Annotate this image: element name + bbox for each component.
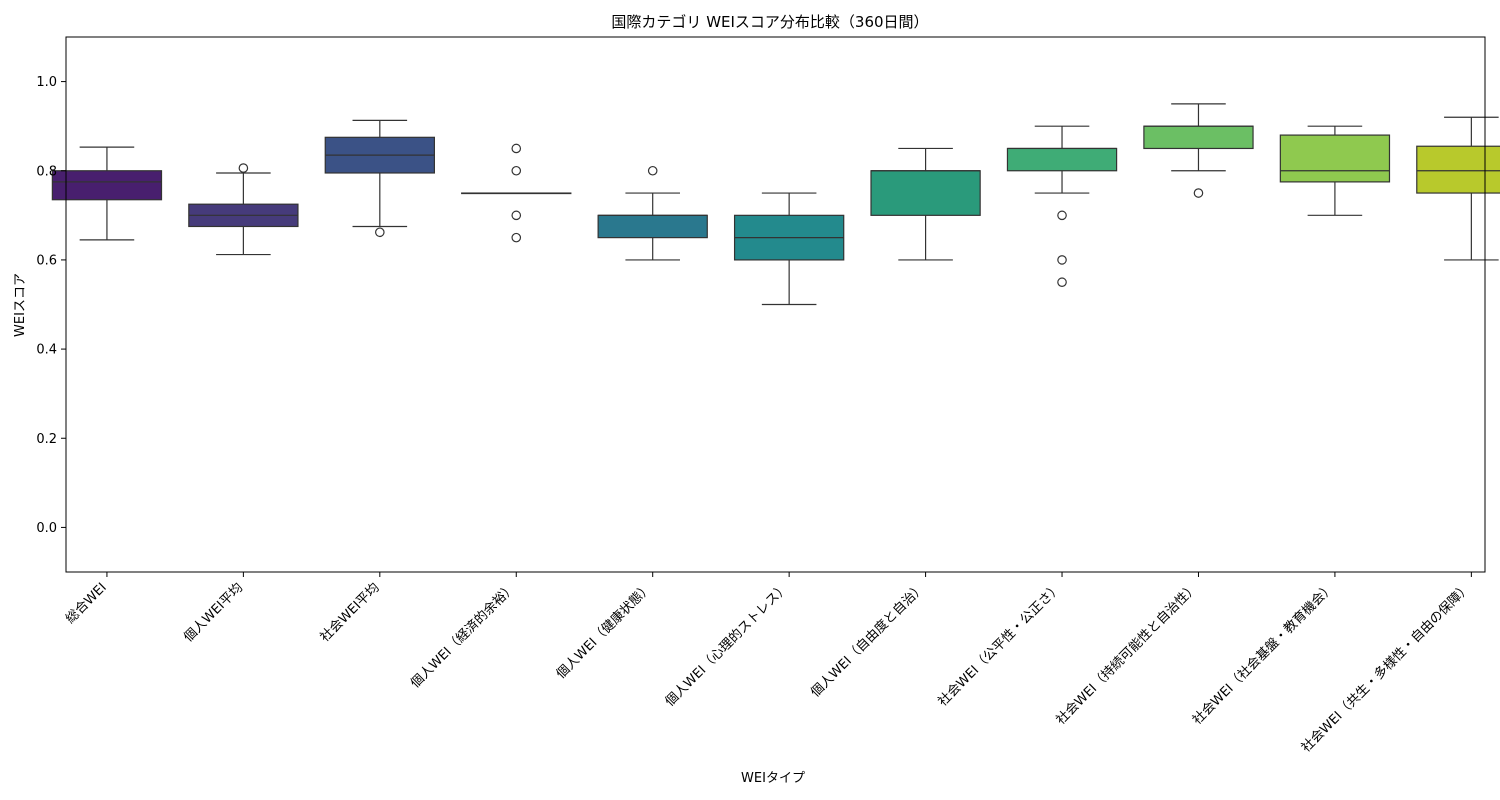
box-group <box>324 119 435 238</box>
outlier-point <box>1057 255 1067 265</box>
box-group <box>1279 125 1391 216</box>
outlier-point <box>238 163 249 173</box>
box-group <box>1416 116 1500 261</box>
x-tick-label: 個人WEI（自由度と自治） <box>808 580 929 701</box>
x-tick-label: 個人WEI（心理的ストレス） <box>662 580 792 710</box>
box-group <box>461 143 572 243</box>
y-tick-label: 1.0 <box>36 75 57 90</box>
x-tick-label: 社会WEI（共生・多様性・自由の保障） <box>1298 580 1474 756</box>
outlier-point <box>375 227 385 238</box>
box-iqr <box>1279 134 1391 183</box>
plot-area-frame <box>65 36 1486 573</box>
x-tick-label: 社会WEI（公平性・公正さ） <box>935 580 1065 710</box>
y-tick-label: 0.4 <box>36 343 57 358</box>
box-group <box>51 146 163 241</box>
box-iqr <box>51 170 163 201</box>
box-iqr <box>1143 125 1254 150</box>
x-axis-label: WEIタイプ <box>741 771 805 786</box>
outlier-point <box>1057 277 1067 288</box>
x-tick-label: 個人WEI（経済的余裕） <box>407 580 519 692</box>
box-group <box>870 147 981 261</box>
y-tick-label: 0.6 <box>36 253 57 268</box>
outlier-point <box>511 143 522 154</box>
x-tick-label: 総合WEI <box>63 580 110 627</box>
outlier-point <box>1057 210 1067 221</box>
outlier-point <box>511 210 522 221</box>
chart-title: 国際カテゴリ WEIスコア分布比較（360日間） <box>611 13 928 31</box>
box-group <box>733 192 845 306</box>
box-group <box>1006 125 1118 288</box>
y-tick-label: 0.8 <box>36 164 57 179</box>
y-axis-label: WEIスコア <box>13 273 28 337</box>
outlier-point <box>511 232 522 243</box>
box-iqr <box>1416 145 1500 194</box>
box-iqr <box>870 170 981 216</box>
x-axis: 総合WEI 個人WEI平均 社会WEI平均 個人WEI（経済的余裕） 個人WEI（健康状… <box>63 572 1474 756</box>
x-tick-label: 個人WEI（健康状態） <box>553 580 655 682</box>
box-iqr <box>597 214 708 239</box>
boxes-layer <box>51 103 1500 306</box>
x-tick-label: 社会WEI平均 <box>317 580 383 646</box>
x-tick-label: 個人WEI平均 <box>181 580 246 645</box>
y-tick-label: 0.0 <box>36 521 57 536</box>
outlier-point <box>647 165 658 176</box>
x-tick-label: 社会WEI（持続可能性と自治性） <box>1053 580 1201 728</box>
box-group <box>1143 103 1254 198</box>
y-tick-label: 0.2 <box>36 432 57 447</box>
box-iqr <box>1006 147 1118 172</box>
outlier-point <box>1193 188 1204 198</box>
box-group <box>597 165 708 261</box>
outlier-point <box>511 165 522 176</box>
box-group <box>188 163 299 256</box>
y-axis: 0.0 0.2 0.4 0.6 0.8 1.0 <box>36 75 66 536</box>
x-tick-label: 社会WEI（社会基盤・教育機会） <box>1189 580 1337 728</box>
